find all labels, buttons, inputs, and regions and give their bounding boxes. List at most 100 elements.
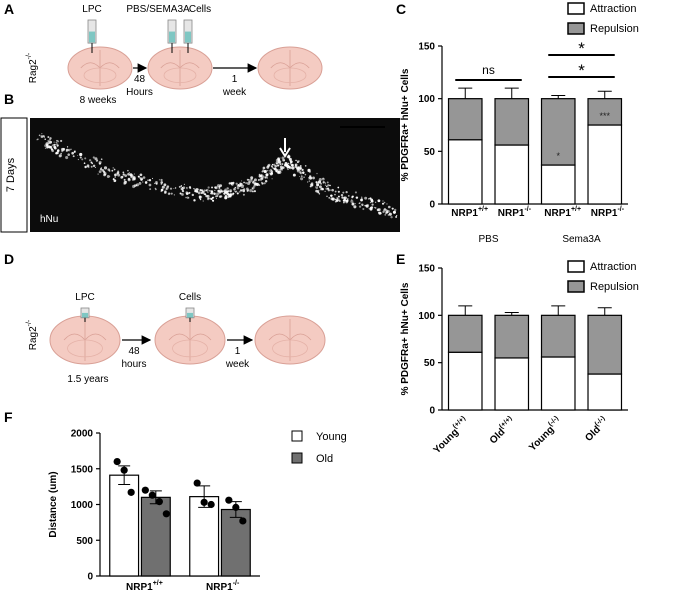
cell-dot (55, 141, 58, 144)
cell-dot (207, 191, 209, 193)
cell-dot (212, 196, 215, 199)
cell-dot (392, 210, 396, 214)
cell-dot (336, 196, 339, 199)
cell-dot (386, 203, 388, 205)
cell-dot (155, 182, 158, 185)
cell-dot (257, 179, 260, 181)
cell-dot (74, 150, 76, 152)
cell-dot (87, 166, 90, 169)
cell-dot (262, 166, 266, 170)
error-bar (504, 311, 519, 316)
cell-dot (195, 190, 199, 193)
cell-dot (374, 207, 377, 209)
cell-dot (41, 133, 43, 135)
cell-dot (266, 165, 270, 169)
cell-dot (55, 143, 59, 146)
cell-dot (266, 177, 268, 179)
cell-dot (53, 146, 57, 150)
cell-dot (210, 191, 214, 194)
y-tick-label: 500 (76, 536, 93, 547)
cell-dot (300, 172, 302, 175)
cell-dot (161, 185, 165, 189)
cell-dot (185, 191, 189, 194)
x-tick-label-main: NRP1 (451, 208, 478, 219)
cell-dot (248, 181, 252, 184)
interval-label: 1 (235, 346, 241, 357)
x-tick-label-main: NRP1 (126, 582, 153, 593)
cell-dot (395, 216, 398, 218)
cell-dot (62, 147, 66, 151)
cell-dot (160, 181, 164, 184)
cell-dot (114, 176, 117, 178)
legend-label: Old (316, 453, 333, 465)
cell-dot (100, 158, 103, 161)
cell-dot (306, 181, 309, 183)
cell-dot (42, 134, 45, 138)
cell-dot (387, 209, 390, 213)
bar-annotation: *** (599, 111, 610, 121)
x-tick-label: NRP1+/+ (451, 206, 488, 219)
cell-dot (316, 172, 318, 175)
cell-dot (88, 159, 92, 162)
cell-dot (263, 182, 266, 185)
cell-dot (295, 159, 297, 162)
cell-dot (319, 185, 322, 189)
cell-dot (205, 188, 209, 192)
cell-dot (342, 191, 345, 194)
cell-dot (350, 199, 354, 203)
cell-dot (370, 206, 374, 209)
cell-dot (261, 170, 264, 173)
cell-dot (51, 145, 53, 147)
cell-dot (66, 146, 69, 148)
cell-dot (210, 197, 213, 201)
cell-dot (396, 215, 398, 217)
cell-dot (70, 148, 72, 151)
cell-dot (263, 169, 267, 174)
cell-dot (81, 158, 84, 161)
cell-dot (347, 195, 350, 197)
cell-dot (231, 193, 234, 196)
cell-dot (391, 207, 394, 210)
cell-dot (243, 188, 246, 191)
x-tick-label-main: NRP1 (591, 208, 618, 219)
cell-dot (358, 205, 362, 208)
cell-dot (253, 178, 257, 182)
cell-dot (326, 195, 328, 198)
cell-dot (97, 173, 99, 175)
cell-dot (83, 162, 86, 165)
bar-segment (447, 139, 483, 205)
brain-detail (172, 339, 208, 358)
cell-dot (164, 191, 167, 194)
y-tick-label: 50 (424, 358, 436, 369)
cell-dot (206, 197, 210, 201)
data-point (127, 488, 135, 496)
cell-dot (60, 139, 63, 143)
panel-label: C (396, 1, 406, 17)
cell-dot (382, 200, 384, 202)
error-bar (551, 305, 566, 316)
x-tick-label-sup: +/+ (571, 206, 581, 213)
cell-dot (207, 186, 210, 189)
legend-label: Attraction (590, 3, 636, 15)
cell-dot (369, 201, 372, 204)
cell-dot (378, 211, 382, 215)
cell-dot (317, 182, 320, 184)
cell-dot (271, 178, 273, 180)
y-tick-label: 150 (418, 264, 435, 275)
panel-label: E (396, 251, 405, 267)
legend-label: Repulsion (590, 281, 639, 293)
cell-dot (239, 182, 243, 187)
cell-dot (149, 188, 152, 191)
cell-dot (139, 177, 141, 179)
cell-dot (94, 157, 98, 161)
cell-dot (67, 153, 70, 156)
cell-dot (258, 173, 261, 176)
cell-dot (368, 198, 370, 200)
cell-dot (111, 169, 114, 172)
error-bar (597, 90, 612, 99)
cell-dot (388, 212, 392, 216)
y-tick-label: 0 (429, 406, 435, 417)
x-tick-label-sup: (+/+) (452, 415, 467, 430)
legend-label: Repulsion (590, 23, 639, 35)
